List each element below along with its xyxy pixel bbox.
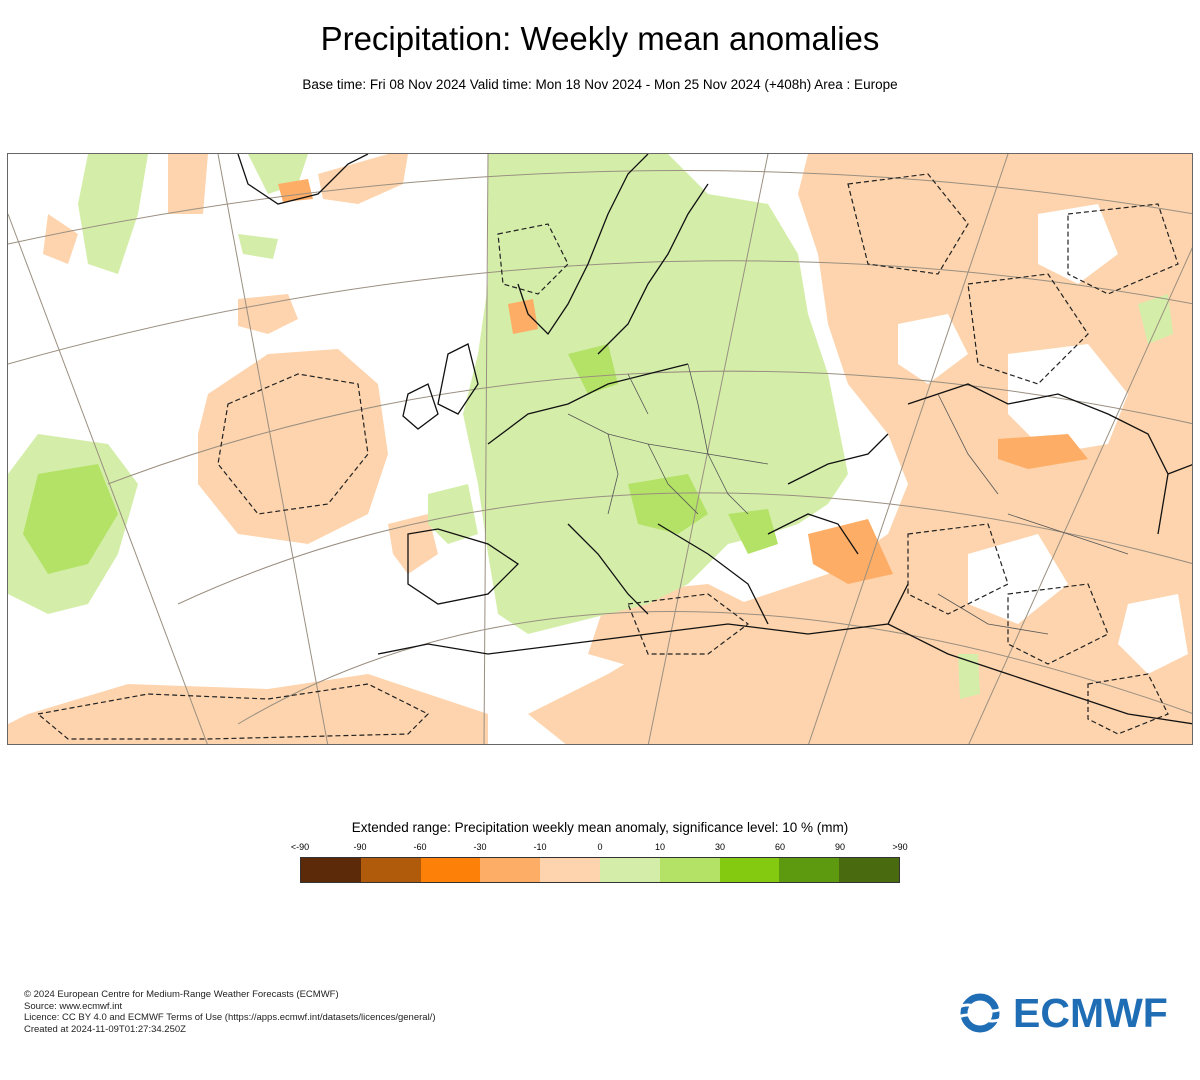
logo-text: ECMWF: [1013, 989, 1168, 1036]
legend-swatch: [779, 858, 840, 882]
page-title: Precipitation: Weekly mean anomalies: [320, 20, 880, 57]
legend-swatch: [719, 858, 780, 882]
legend-color-bar: [300, 857, 900, 883]
graticule: [8, 154, 1192, 744]
legend-labels: <-90 -90 -60 -30 -10 0 10 30 60 90 >90: [291, 842, 908, 854]
legend-label: -60: [413, 842, 427, 852]
neutral-regions: [898, 204, 1188, 674]
legend-swatch: [301, 858, 361, 882]
copyright-line: © 2024 European Centre for Medium-Range …: [24, 989, 339, 1000]
significance-contours: [36, 173, 1179, 740]
legend-label: 60: [774, 842, 786, 852]
legend-label: 10: [654, 842, 666, 852]
map-canvas: [8, 154, 1192, 744]
legend-label: 90: [834, 842, 846, 852]
legend-label: -10: [533, 842, 547, 852]
created-line: Created at 2024-11-09T01:27:34.250Z: [24, 1023, 186, 1035]
legend-swatch: [480, 858, 541, 882]
legend-label: >90: [892, 842, 908, 852]
footer-credits: © 2024 European Centre for Medium-Range …: [24, 989, 436, 1035]
source-line: Source: www.ecmwf.int: [24, 1000, 123, 1012]
ecmwf-wave-icon: [956, 993, 1004, 1033]
legend-label: <-90: [290, 842, 310, 852]
legend-title: Extended range: Precipitation weekly mea…: [351, 820, 849, 835]
legend-label: 30: [714, 842, 726, 852]
wet-medium-regions: [23, 344, 778, 574]
legend-swatch: [540, 858, 600, 882]
legend-swatch: [599, 858, 660, 882]
legend-swatch: [420, 858, 481, 882]
legend-swatch: [659, 858, 720, 882]
legend-label: 0: [597, 842, 603, 852]
legend-swatch: [839, 858, 899, 882]
precipitation-anomaly-map: [7, 153, 1193, 745]
country-borders: [567, 363, 1129, 635]
licence-line: Licence: CC BY 4.0 and ECMWF Terms of Us…: [24, 1012, 436, 1023]
legend-label: -30: [473, 842, 487, 852]
legend-label: -90: [353, 842, 367, 852]
coastlines: [237, 154, 1192, 725]
ecmwf-logo: ECMWF: [953, 990, 1178, 1036]
legend-swatch: [360, 858, 421, 882]
page-subtitle: Base time: Fri 08 Nov 2024 Valid time: M…: [302, 77, 898, 92]
